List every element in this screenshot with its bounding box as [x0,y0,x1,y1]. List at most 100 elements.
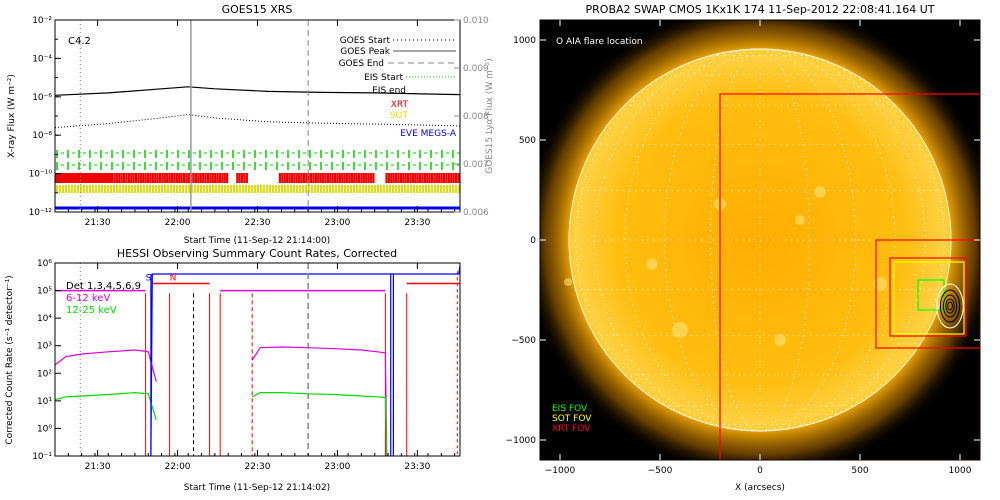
xrt-coverage-tick [300,173,303,183]
xrt-coverage-tick [283,173,286,183]
xrt-coverage-tick [142,173,145,183]
flare-contour [947,301,953,311]
legend-xrt-fov: XRT FOV [552,424,591,434]
sot-coverage-tick [152,185,154,193]
xrt-coverage-tick [365,173,368,183]
sot-coverage-tick [290,185,292,193]
goes-panel: GOES15 XRS 21:30 22:00 22:30 23:00 23:30 10⁻¹… [7,3,495,246]
sot-coverage-tick [422,185,424,193]
xrt-coverage-tick [185,173,188,183]
aia-flare-location-label: O AIA flare location [556,37,643,47]
xrt-coverage-tick [309,173,313,183]
xrt-coverage-tick [173,173,176,183]
sot-coverage-tick [458,185,460,193]
xrt-coverage-tick [319,173,322,183]
goes-curves [55,86,460,129]
xrt-coverage-tick [402,173,405,183]
xrt-coverage-tick [421,173,424,183]
hessi-flag-label: N [170,273,177,283]
goes-y2label: GOES15 Lyα Flux (W m⁻²) [485,58,495,174]
goes-series-line [55,86,460,96]
sot-coverage-tick [128,185,130,193]
legend-6-12kev: 6-12 keV [66,293,110,304]
goes-y2tick-label: 0.009 [463,64,489,74]
hessi-ytick-label: 10¹ [37,397,52,407]
xrt-coverage-tick [226,173,229,183]
swap-ytick-label: −500 [511,336,536,346]
xrt-coverage-tick [211,173,214,183]
sot-coverage-tick [137,185,139,193]
legend-eve-megs-a: EVE MEGS-A [400,129,457,139]
goes-y2tick-label: 0.010 [463,16,489,26]
xrt-coverage-tick [197,173,200,183]
xrt-coverage-tick [236,173,239,183]
goes-instrument-bands [55,150,460,210]
sot-coverage-tick [395,185,397,193]
sot-coverage-tick [368,185,370,193]
sot-coverage-tick [140,185,142,193]
sot-coverage-tick [392,185,394,193]
hessi-flag-label: S [146,273,152,283]
swap-xtick-label: 1000 [949,466,972,476]
sot-coverage-tick [224,185,226,193]
sot-coverage-tick [332,185,334,193]
hessi-series-line [251,392,388,456]
xrt-coverage-tick [295,173,298,183]
xrt-coverage-tick [122,173,126,183]
sot-coverage-tick [212,185,214,193]
sot-coverage-tick [401,185,403,193]
goes-class-label: C4.2 [68,36,91,47]
xrt-coverage-tick [113,173,116,183]
flare-contour [936,283,964,329]
xrt-coverage-tick [336,173,339,183]
sot-coverage-tick [383,185,385,193]
xrt-coverage-tick [178,173,181,183]
sot-coverage-tick [227,185,229,193]
xrt-coverage-tick [149,173,152,183]
hessi-series-line [55,349,157,382]
sot-coverage-tick [329,185,331,193]
hessi-xtick-label: 23:30 [404,462,430,472]
sot-coverage-tick [377,185,379,193]
swap-xlabel: X (arcsecs) [735,483,785,493]
sot-coverage-tick [278,185,280,193]
xrt-coverage-tick [146,173,150,183]
goes-xtick-label: 22:30 [245,218,271,228]
xrt-coverage-tick [418,173,422,183]
sot-coverage-tick [344,185,346,193]
bright-region [672,322,688,338]
sot-coverage-tick [185,185,187,193]
sot-coverage-tick [218,185,220,193]
sot-coverage-tick [188,185,190,193]
hessi-xtick-label: 21:30 [85,462,111,472]
xrt-coverage-tick [238,173,241,183]
sot-coverage-tick [287,185,289,193]
xrt-coverage-tick [367,173,370,183]
xrt-coverage-tick [454,173,458,183]
fov-box [889,257,967,337]
legend-eis-fov: EIS FOV [552,404,588,414]
sot-coverage-tick [338,185,340,193]
sot-coverage-tick [176,185,178,193]
fov-box [917,279,945,311]
goes-xtick-label: 23:30 [404,218,430,228]
sot-coverage-tick [197,185,199,193]
fov-boxes [719,93,980,460]
sot-coverage-tick [356,185,358,193]
sot-coverage-tick [239,185,241,193]
xrt-coverage-tick [139,173,142,183]
hessi-ytick-label: 10⁵ [37,287,52,297]
sot-coverage-tick [449,185,451,193]
xrt-coverage-tick [125,173,128,183]
sot-coverage-tick [308,185,310,193]
sot-coverage-tick [182,185,184,193]
sot-coverage-tick [245,185,247,193]
sot-coverage-tick [407,185,409,193]
sot-coverage-tick [65,185,67,193]
sot-coverage-tick [272,185,274,193]
sot-coverage-tick [452,185,454,193]
xrt-coverage-tick [438,173,441,183]
legend-goes-start: GOES Start [340,36,391,46]
sot-coverage-tick [410,185,412,193]
sot-coverage-tick [350,185,352,193]
